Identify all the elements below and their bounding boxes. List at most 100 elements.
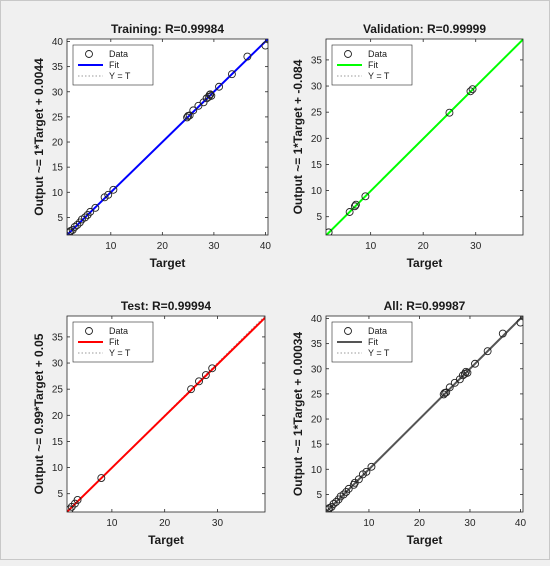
y-tick-label-test: 35 — [52, 332, 64, 343]
data-point-test — [201, 371, 210, 380]
data-point-all — [471, 359, 479, 368]
y-tick-label-all: 25 — [311, 389, 323, 400]
y-axis-label-test: Output ~= 0.99*Target + 0.05 — [32, 333, 46, 494]
y-tick-label-training: 35 — [52, 62, 64, 73]
y-tick-label-all: 30 — [311, 364, 323, 375]
data-point-all — [329, 500, 338, 508]
x-tick-label-all: 10 — [363, 518, 375, 529]
data-point-training — [189, 106, 198, 115]
data-point-training — [70, 223, 79, 231]
data-point-all — [498, 329, 507, 338]
x-tick-label-validation: 30 — [470, 241, 482, 252]
data-point-training — [261, 41, 268, 50]
data-point-validation — [445, 108, 454, 117]
y-tick-label-all: 15 — [311, 440, 323, 451]
y-tick-label-training: 5 — [57, 213, 63, 224]
data-point-training — [109, 185, 118, 194]
data-point-all — [332, 497, 341, 506]
axes-all: 10 20 30 40 5 10 15 20 25 30 35 40 All: R=0.99987 Tar… — [291, 299, 526, 547]
data-point-validation — [468, 85, 477, 94]
legend-data-label-all: Data — [368, 326, 387, 336]
data-point-training — [73, 220, 82, 229]
x-tick-label-training: 10 — [105, 241, 117, 252]
x-tick-label-test: 20 — [159, 518, 171, 529]
data-point-validation — [350, 202, 359, 211]
y-tick-label-all: 10 — [311, 465, 323, 476]
y-tick-label-all: 20 — [311, 415, 323, 426]
data-point-all — [516, 318, 523, 327]
x-tick-label-all: 40 — [515, 518, 527, 529]
plot-content-validation — [326, 39, 523, 235]
x-tick-label-validation: 20 — [418, 241, 430, 252]
data-point-all — [439, 390, 448, 399]
axes-test: 10 20 30 5 10 15 20 25 30 35 Test: R=0.99994 Target… — [32, 299, 266, 547]
axes-frame-all — [325, 315, 524, 513]
y-tick-label-test: 10 — [52, 463, 64, 474]
data-point-training — [206, 90, 215, 99]
y-tick-label-all: 5 — [316, 490, 322, 501]
x-axis-label-all: Target — [407, 533, 443, 547]
chart-title-training: Training: R=0.99984 — [111, 22, 224, 36]
y-tick-label-training: 25 — [52, 112, 64, 123]
data-point-training — [207, 91, 216, 100]
chart-title-all: All: R=0.99987 — [384, 299, 466, 313]
axes-frame-test — [66, 315, 266, 513]
data-point-training — [91, 203, 100, 212]
x-tick-label-all: 30 — [464, 518, 476, 529]
y-tick-label-test: 25 — [52, 385, 64, 396]
legend-fit-label-training: Fit — [109, 60, 119, 70]
y-tick-label-test: 30 — [52, 359, 64, 370]
data-point-all — [362, 467, 371, 476]
x-tick-label-training: 40 — [260, 241, 272, 252]
data-point-test — [67, 505, 74, 512]
legend-data-label-test: Data — [109, 326, 128, 336]
legend-ref-label-validation: Y = T — [368, 71, 390, 81]
legend-data-marker-validation — [344, 50, 352, 58]
data-point-training — [227, 70, 236, 79]
y-tick-label-validation: 25 — [311, 108, 323, 119]
data-point-all — [344, 484, 353, 493]
data-point-validation — [351, 200, 360, 209]
data-point-training — [183, 113, 192, 122]
y-tick-label-validation: 35 — [311, 55, 323, 66]
axes-validation: 10 20 30 5 10 15 20 25 30 35 Validation: R=0.99999… — [291, 22, 524, 270]
x-tick-label-validation: 10 — [365, 241, 377, 252]
y-axis-label-validation: Output ~= 1*Target + -0.084 — [291, 59, 305, 214]
data-point-test — [73, 496, 82, 504]
legend-ref-label-training: Y = T — [109, 71, 131, 81]
y-tick-label-training: 20 — [52, 138, 64, 149]
y-tick-label-all: 35 — [311, 339, 323, 350]
plot-content-test — [67, 316, 265, 512]
data-point-validation — [361, 192, 370, 201]
data-point-validation — [345, 208, 354, 216]
y-tick-label-test: 20 — [52, 411, 64, 422]
x-axis-label-test: Target — [148, 533, 184, 547]
y-tick-label-validation: 5 — [316, 212, 322, 223]
data-point-all — [339, 490, 348, 499]
data-point-all — [483, 347, 492, 356]
plot-content-all — [326, 316, 523, 512]
legend-fit-label-test: Fit — [109, 337, 119, 347]
axes-frame-training — [66, 38, 269, 236]
legend-data-label-training: Data — [109, 49, 128, 59]
y-axis-label-training: Output ~= 1*Target + 0.0044 — [32, 58, 46, 216]
plot-content-training — [67, 39, 268, 235]
data-point-test — [187, 385, 196, 394]
legend-data-marker-test — [85, 327, 93, 335]
data-point-training — [243, 52, 252, 61]
y-tick-label-training: 10 — [52, 188, 64, 199]
x-tick-label-training: 20 — [157, 241, 169, 252]
data-point-all — [354, 475, 363, 484]
data-point-test — [195, 377, 203, 386]
x-axis-label-training: Target — [150, 256, 186, 270]
fit-line-test — [67, 317, 265, 512]
y-tick-label-all: 40 — [311, 314, 323, 325]
x-tick-label-training: 30 — [208, 241, 220, 252]
data-point-validation — [326, 228, 333, 235]
y-tick-label-test: 15 — [52, 437, 64, 448]
